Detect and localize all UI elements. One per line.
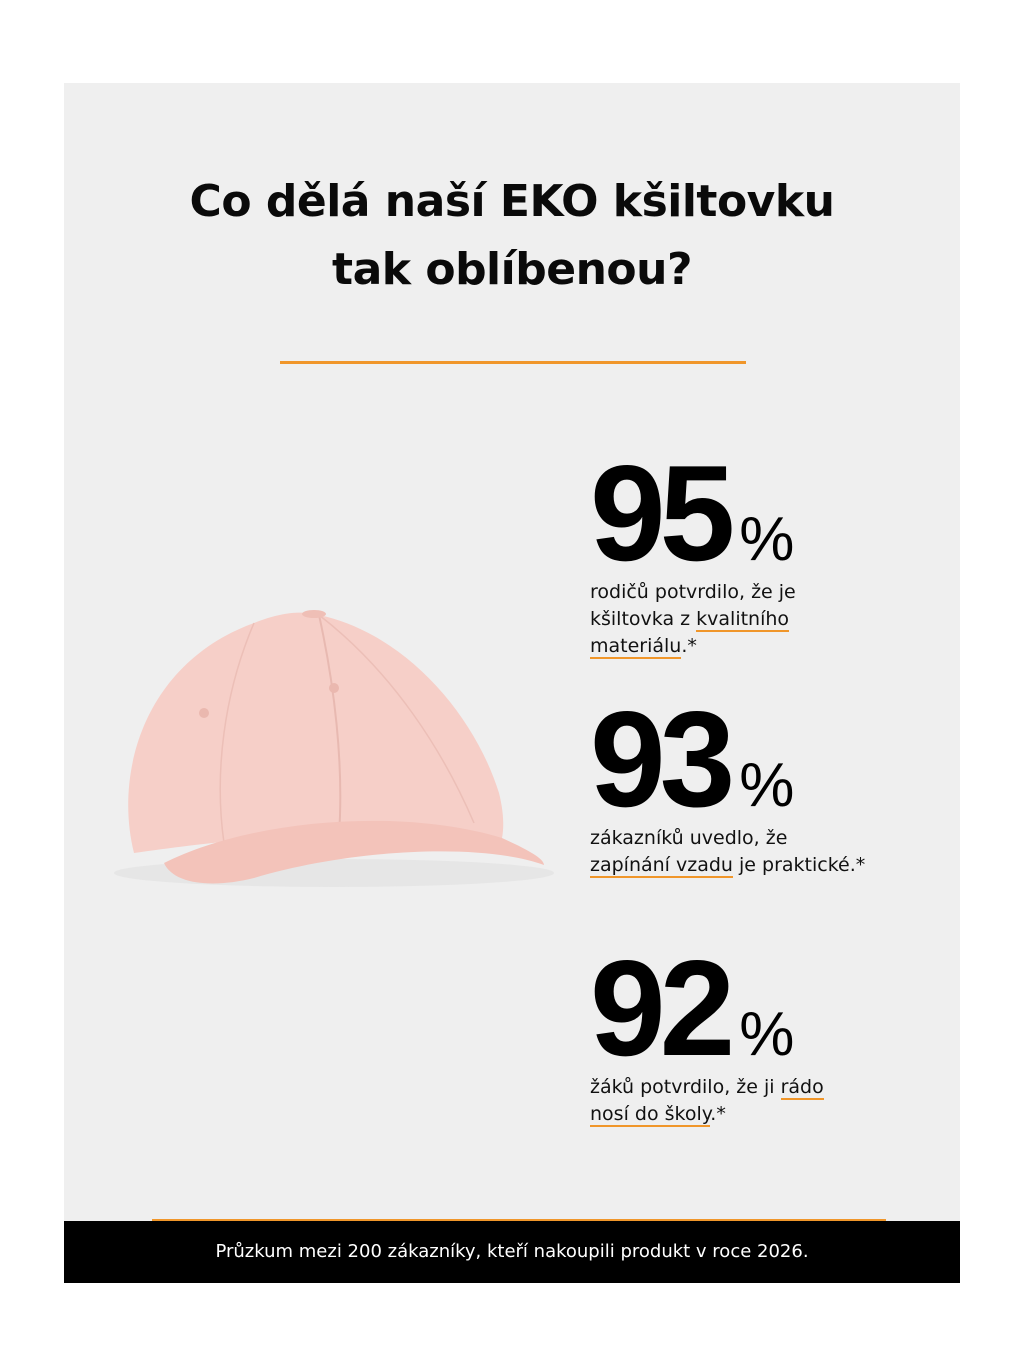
stat-description: zákazníků uvedlo, že zapínání vzadu je pr…	[590, 825, 865, 879]
description-text: rodičů potvrdilo, že je	[590, 581, 796, 603]
stat-95: 95% rodičů potvrdilo, že je kšiltovka z k…	[590, 437, 796, 660]
stat-unit: %	[739, 751, 795, 820]
stat-value: 92	[590, 932, 735, 1084]
pink-cap-image	[114, 610, 554, 887]
highlighted-text: materiálu	[590, 635, 682, 659]
highlighted-text: rádo	[780, 1076, 824, 1100]
stat-description: rodičů potvrdilo, že je kšiltovka z kvali…	[590, 579, 796, 660]
highlighted-text: kvalitního	[696, 608, 790, 632]
stat-unit: %	[739, 1000, 795, 1069]
page-title: Co dělá naší EKO kšiltovku tak oblíbenou…	[64, 168, 960, 304]
footer-divider	[152, 1219, 886, 1222]
title-divider	[280, 361, 746, 364]
stat-93: 93% zákazníků uvedlo, že zapínání vzadu j…	[590, 683, 865, 879]
footer-text: Průzkum mezi 200 zákazníky, kteří nakoup…	[215, 1241, 809, 1262]
title-line-2: tak oblíbenou?	[332, 244, 692, 295]
description-text: kšiltovka z	[590, 608, 697, 630]
description-text: .*	[710, 1103, 726, 1125]
description-text: zákazníků uvedlo, že	[590, 827, 788, 849]
description-text: .*	[681, 635, 697, 657]
highlighted-text: zapínání vzadu	[590, 854, 733, 878]
infographic-card: Co dělá naší EKO kšiltovku tak oblíbenou…	[64, 83, 960, 1283]
stat-92: 92% žáků potvrdilo, že ji rádo nosí do šk…	[590, 932, 824, 1128]
description-text: žáků potvrdilo, že ji	[590, 1076, 781, 1098]
highlighted-text: nosí do školy	[590, 1103, 711, 1127]
footer: Průzkum mezi 200 zákazníky, kteří nakoup…	[64, 1221, 960, 1283]
stat-unit: %	[739, 505, 795, 574]
stat-description: žáků potvrdilo, že ji rádo nosí do školy.…	[590, 1074, 824, 1128]
description-text: je praktické.*	[732, 854, 866, 876]
title-line-1: Co dělá naší EKO kšiltovku	[189, 176, 835, 227]
stat-value: 95	[590, 437, 735, 589]
stat-value: 93	[590, 683, 735, 835]
